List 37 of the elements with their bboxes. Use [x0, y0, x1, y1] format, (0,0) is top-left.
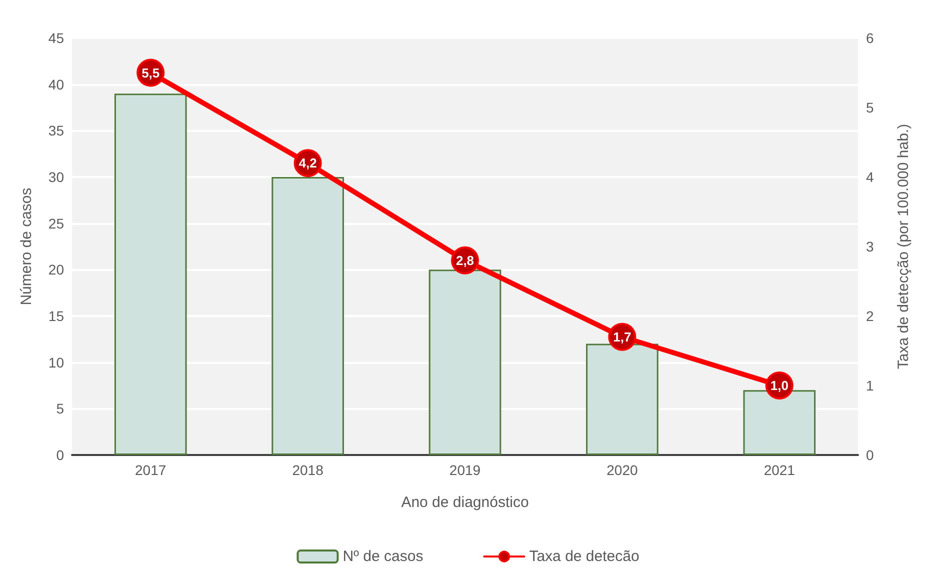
y-tick-label: 10 [48, 354, 64, 370]
y2-tick-label: 3 [866, 238, 874, 254]
y-tick-label: 0 [56, 447, 64, 463]
y2-tick-label: 6 [866, 30, 874, 46]
x-axis-title: Ano de diagnóstico [401, 494, 529, 511]
data-label: 1,7 [613, 329, 632, 344]
y2-tick-label: 4 [866, 169, 874, 185]
data-label: 5,5 [142, 65, 160, 80]
y2-tick-label: 1 [866, 378, 874, 394]
y-tick-label: 15 [48, 308, 64, 324]
x-tick-label: 2017 [135, 462, 166, 478]
y-tick-label: 45 [48, 30, 64, 46]
y-axis-title: Número de casos [18, 188, 35, 306]
data-label: 4,2 [298, 156, 317, 171]
y-tick-label: 35 [48, 122, 64, 139]
bar [272, 177, 344, 455]
y2-tick-label: 2 [866, 308, 874, 324]
y2-axis-title: Taxa de detecção (por 100.000 hab.) [895, 124, 912, 370]
y-tick-label: 25 [48, 215, 64, 232]
data-label: 1,0 [770, 378, 788, 393]
bar [743, 390, 816, 455]
x-tick-label: 2020 [606, 462, 638, 478]
y2-tick-label: 0 [866, 447, 874, 463]
y-tick-label: 30 [48, 169, 64, 185]
y-tick-label: 20 [48, 262, 64, 278]
legend-label: Taxa de detecão [529, 548, 640, 565]
bar [428, 270, 502, 455]
y-tick-label: 5 [56, 400, 64, 417]
bar [586, 344, 658, 455]
y-tick-label: 40 [48, 76, 64, 92]
legend-label: Nº de casos [342, 548, 424, 565]
x-tick-label: 2019 [449, 462, 481, 478]
x-tick-label: 2021 [764, 462, 796, 478]
bar [114, 94, 187, 455]
data-label: 2,8 [456, 252, 474, 268]
y2-tick-label: 5 [866, 100, 874, 116]
x-tick-label: 2018 [292, 462, 324, 478]
